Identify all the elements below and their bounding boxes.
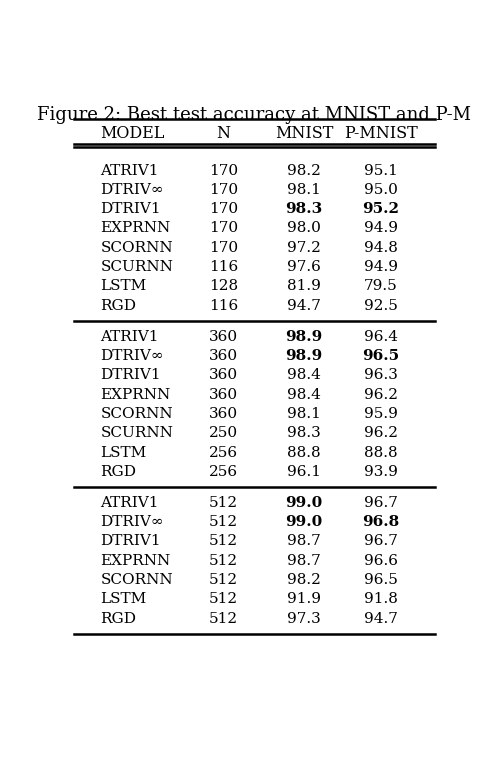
Text: SCURNN: SCURNN — [100, 260, 173, 274]
Text: 98.3: 98.3 — [286, 202, 323, 216]
Text: ATRIV1: ATRIV1 — [100, 163, 159, 178]
Text: DTRIV1: DTRIV1 — [100, 369, 161, 382]
Text: DTRIV1: DTRIV1 — [100, 534, 161, 548]
Text: 95.9: 95.9 — [364, 407, 398, 421]
Text: SCORNN: SCORNN — [100, 407, 173, 421]
Text: 96.7: 96.7 — [364, 496, 398, 510]
Text: Figure 2: Best test accuracy at MNIST and P-M: Figure 2: Best test accuracy at MNIST an… — [37, 106, 471, 124]
Text: 98.3: 98.3 — [287, 426, 321, 440]
Text: EXPRNN: EXPRNN — [100, 221, 171, 236]
Text: RGD: RGD — [100, 299, 136, 312]
Text: 98.2: 98.2 — [287, 163, 321, 178]
Text: 360: 360 — [209, 349, 238, 363]
Text: SCORNN: SCORNN — [100, 241, 173, 255]
Text: 250: 250 — [209, 426, 238, 440]
Text: 170: 170 — [209, 221, 238, 236]
Text: 512: 512 — [209, 612, 238, 625]
Text: P-MNIST: P-MNIST — [344, 125, 418, 142]
Text: 128: 128 — [209, 280, 238, 293]
Text: 99.0: 99.0 — [286, 515, 323, 529]
Text: EXPRNN: EXPRNN — [100, 553, 171, 568]
Text: 94.7: 94.7 — [364, 612, 398, 625]
Text: 79.5: 79.5 — [364, 280, 398, 293]
Text: 170: 170 — [209, 202, 238, 216]
Text: 81.9: 81.9 — [287, 280, 321, 293]
Text: LSTM: LSTM — [100, 592, 147, 606]
Text: 91.8: 91.8 — [364, 592, 398, 606]
Text: 95.0: 95.0 — [364, 183, 398, 197]
Text: 170: 170 — [209, 163, 238, 178]
Text: 512: 512 — [209, 592, 238, 606]
Text: 94.8: 94.8 — [364, 241, 398, 255]
Text: 98.1: 98.1 — [287, 183, 321, 197]
Text: 97.6: 97.6 — [287, 260, 321, 274]
Text: 98.7: 98.7 — [287, 553, 321, 568]
Text: 96.2: 96.2 — [364, 388, 398, 401]
Text: MNIST: MNIST — [275, 125, 333, 142]
Text: 95.2: 95.2 — [363, 202, 400, 216]
Text: RGD: RGD — [100, 612, 136, 625]
Text: 256: 256 — [209, 445, 238, 460]
Text: 360: 360 — [209, 369, 238, 382]
Text: 99.0: 99.0 — [286, 496, 323, 510]
Text: 98.7: 98.7 — [287, 534, 321, 548]
Text: 360: 360 — [209, 407, 238, 421]
Text: 170: 170 — [209, 241, 238, 255]
Text: DTRIV1: DTRIV1 — [100, 202, 161, 216]
Text: ATRIV1: ATRIV1 — [100, 330, 159, 344]
Text: 97.2: 97.2 — [287, 241, 321, 255]
Text: 97.3: 97.3 — [287, 612, 321, 625]
Text: 94.9: 94.9 — [364, 221, 398, 236]
Text: 512: 512 — [209, 496, 238, 510]
Text: 91.9: 91.9 — [287, 592, 321, 606]
Text: 96.3: 96.3 — [364, 369, 398, 382]
Text: 512: 512 — [209, 534, 238, 548]
Text: 98.2: 98.2 — [287, 573, 321, 587]
Text: SCURNN: SCURNN — [100, 426, 173, 440]
Text: 256: 256 — [209, 465, 238, 479]
Text: LSTM: LSTM — [100, 445, 147, 460]
Text: 94.9: 94.9 — [364, 260, 398, 274]
Text: 88.8: 88.8 — [364, 445, 398, 460]
Text: 96.7: 96.7 — [364, 534, 398, 548]
Text: 512: 512 — [209, 553, 238, 568]
Text: MODEL: MODEL — [100, 125, 165, 142]
Text: 360: 360 — [209, 330, 238, 344]
Text: 96.6: 96.6 — [364, 553, 398, 568]
Text: 94.7: 94.7 — [287, 299, 321, 312]
Text: 170: 170 — [209, 183, 238, 197]
Text: 96.8: 96.8 — [363, 515, 400, 529]
Text: 88.8: 88.8 — [287, 445, 321, 460]
Text: 96.5: 96.5 — [363, 349, 400, 363]
Text: ATRIV1: ATRIV1 — [100, 496, 159, 510]
Text: 360: 360 — [209, 388, 238, 401]
Text: EXPRNN: EXPRNN — [100, 388, 171, 401]
Text: 98.0: 98.0 — [287, 221, 321, 236]
Text: LSTM: LSTM — [100, 280, 147, 293]
Text: DTRIV∞: DTRIV∞ — [100, 349, 164, 363]
Text: 98.4: 98.4 — [287, 369, 321, 382]
Text: RGD: RGD — [100, 465, 136, 479]
Text: 116: 116 — [209, 260, 238, 274]
Text: 96.4: 96.4 — [364, 330, 398, 344]
Text: DTRIV∞: DTRIV∞ — [100, 515, 164, 529]
Text: 98.1: 98.1 — [287, 407, 321, 421]
Text: 92.5: 92.5 — [364, 299, 398, 312]
Text: 116: 116 — [209, 299, 238, 312]
Text: 96.1: 96.1 — [287, 465, 321, 479]
Text: 98.9: 98.9 — [286, 349, 323, 363]
Text: 98.4: 98.4 — [287, 388, 321, 401]
Text: DTRIV∞: DTRIV∞ — [100, 183, 164, 197]
Text: 96.5: 96.5 — [364, 573, 398, 587]
Text: 512: 512 — [209, 573, 238, 587]
Text: N: N — [216, 125, 231, 142]
Text: 96.2: 96.2 — [364, 426, 398, 440]
Text: 98.9: 98.9 — [286, 330, 323, 344]
Text: SCORNN: SCORNN — [100, 573, 173, 587]
Text: 93.9: 93.9 — [364, 465, 398, 479]
Text: 512: 512 — [209, 515, 238, 529]
Text: 95.1: 95.1 — [364, 163, 398, 178]
